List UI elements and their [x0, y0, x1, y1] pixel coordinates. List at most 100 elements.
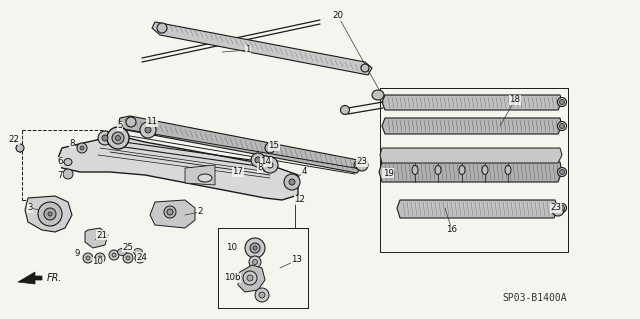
Text: 13: 13 [291, 256, 303, 264]
Ellipse shape [243, 271, 257, 285]
Text: 21: 21 [97, 231, 108, 240]
Polygon shape [379, 162, 562, 182]
Polygon shape [25, 196, 72, 232]
Ellipse shape [557, 98, 566, 107]
Ellipse shape [372, 90, 384, 100]
Text: 7: 7 [57, 172, 63, 181]
Ellipse shape [126, 117, 136, 127]
Ellipse shape [112, 132, 124, 144]
Ellipse shape [83, 253, 93, 263]
Text: SP03-B1400A: SP03-B1400A [502, 293, 567, 303]
Text: 18: 18 [509, 95, 520, 105]
Ellipse shape [247, 275, 253, 281]
Text: 10: 10 [93, 257, 104, 266]
Ellipse shape [557, 122, 566, 130]
Ellipse shape [262, 157, 278, 173]
Ellipse shape [250, 243, 260, 253]
Ellipse shape [102, 135, 108, 141]
Polygon shape [118, 116, 362, 173]
Ellipse shape [126, 256, 130, 260]
Text: 6: 6 [57, 158, 63, 167]
Ellipse shape [16, 144, 24, 152]
Ellipse shape [44, 208, 56, 220]
Text: 12: 12 [294, 196, 305, 204]
Ellipse shape [115, 136, 120, 140]
Ellipse shape [164, 206, 176, 218]
Ellipse shape [482, 166, 488, 174]
Ellipse shape [255, 157, 261, 163]
Ellipse shape [559, 123, 564, 129]
Ellipse shape [167, 209, 173, 215]
Text: 10: 10 [227, 243, 237, 253]
Text: 8: 8 [257, 164, 263, 173]
Ellipse shape [559, 169, 564, 174]
Text: 25: 25 [122, 242, 134, 251]
Text: 11: 11 [147, 117, 157, 127]
Text: 16: 16 [447, 226, 458, 234]
Ellipse shape [86, 256, 90, 260]
Text: 14: 14 [260, 158, 271, 167]
Polygon shape [152, 22, 372, 75]
Ellipse shape [267, 162, 273, 168]
Ellipse shape [112, 253, 116, 257]
Polygon shape [238, 265, 265, 292]
Text: 8: 8 [69, 138, 75, 147]
Ellipse shape [265, 143, 275, 153]
Polygon shape [18, 272, 42, 284]
Text: 17: 17 [232, 167, 243, 176]
Ellipse shape [80, 146, 84, 150]
Ellipse shape [552, 204, 564, 216]
Ellipse shape [98, 256, 102, 260]
Text: 19: 19 [383, 168, 394, 177]
Ellipse shape [255, 288, 269, 302]
Ellipse shape [123, 253, 133, 263]
Ellipse shape [459, 166, 465, 174]
Ellipse shape [435, 166, 441, 174]
Text: 2: 2 [197, 207, 203, 217]
Text: 15: 15 [269, 142, 280, 151]
Ellipse shape [64, 159, 72, 166]
Polygon shape [380, 148, 562, 163]
Text: 22: 22 [8, 136, 19, 145]
Text: 1: 1 [245, 46, 251, 55]
Polygon shape [85, 228, 108, 248]
Text: 4: 4 [301, 167, 307, 176]
Ellipse shape [157, 23, 167, 33]
Ellipse shape [557, 167, 566, 176]
Ellipse shape [98, 131, 112, 145]
Ellipse shape [118, 249, 127, 256]
Ellipse shape [198, 174, 212, 182]
Text: FR.: FR. [47, 273, 63, 283]
Polygon shape [382, 95, 562, 110]
Text: 23: 23 [550, 204, 561, 212]
Polygon shape [150, 200, 195, 228]
Text: 10b: 10b [224, 273, 240, 283]
Ellipse shape [559, 205, 564, 211]
Ellipse shape [135, 253, 145, 263]
Ellipse shape [361, 64, 369, 72]
Ellipse shape [251, 153, 265, 167]
Ellipse shape [559, 100, 564, 105]
Ellipse shape [245, 238, 265, 258]
Text: 23: 23 [356, 158, 367, 167]
Ellipse shape [77, 143, 87, 153]
Ellipse shape [95, 253, 105, 263]
Ellipse shape [145, 127, 151, 133]
Ellipse shape [134, 249, 143, 256]
Ellipse shape [253, 246, 257, 250]
Ellipse shape [249, 256, 261, 268]
Text: 20: 20 [333, 11, 344, 20]
Text: 5: 5 [117, 122, 123, 130]
Ellipse shape [354, 161, 362, 169]
Polygon shape [58, 138, 298, 200]
Ellipse shape [107, 127, 129, 149]
Ellipse shape [505, 166, 511, 174]
Text: 9: 9 [74, 249, 80, 258]
Ellipse shape [109, 250, 119, 260]
Polygon shape [382, 118, 562, 134]
Ellipse shape [340, 106, 349, 115]
Ellipse shape [48, 212, 52, 216]
Ellipse shape [259, 292, 265, 298]
Ellipse shape [557, 204, 566, 212]
Text: 3: 3 [28, 204, 33, 212]
